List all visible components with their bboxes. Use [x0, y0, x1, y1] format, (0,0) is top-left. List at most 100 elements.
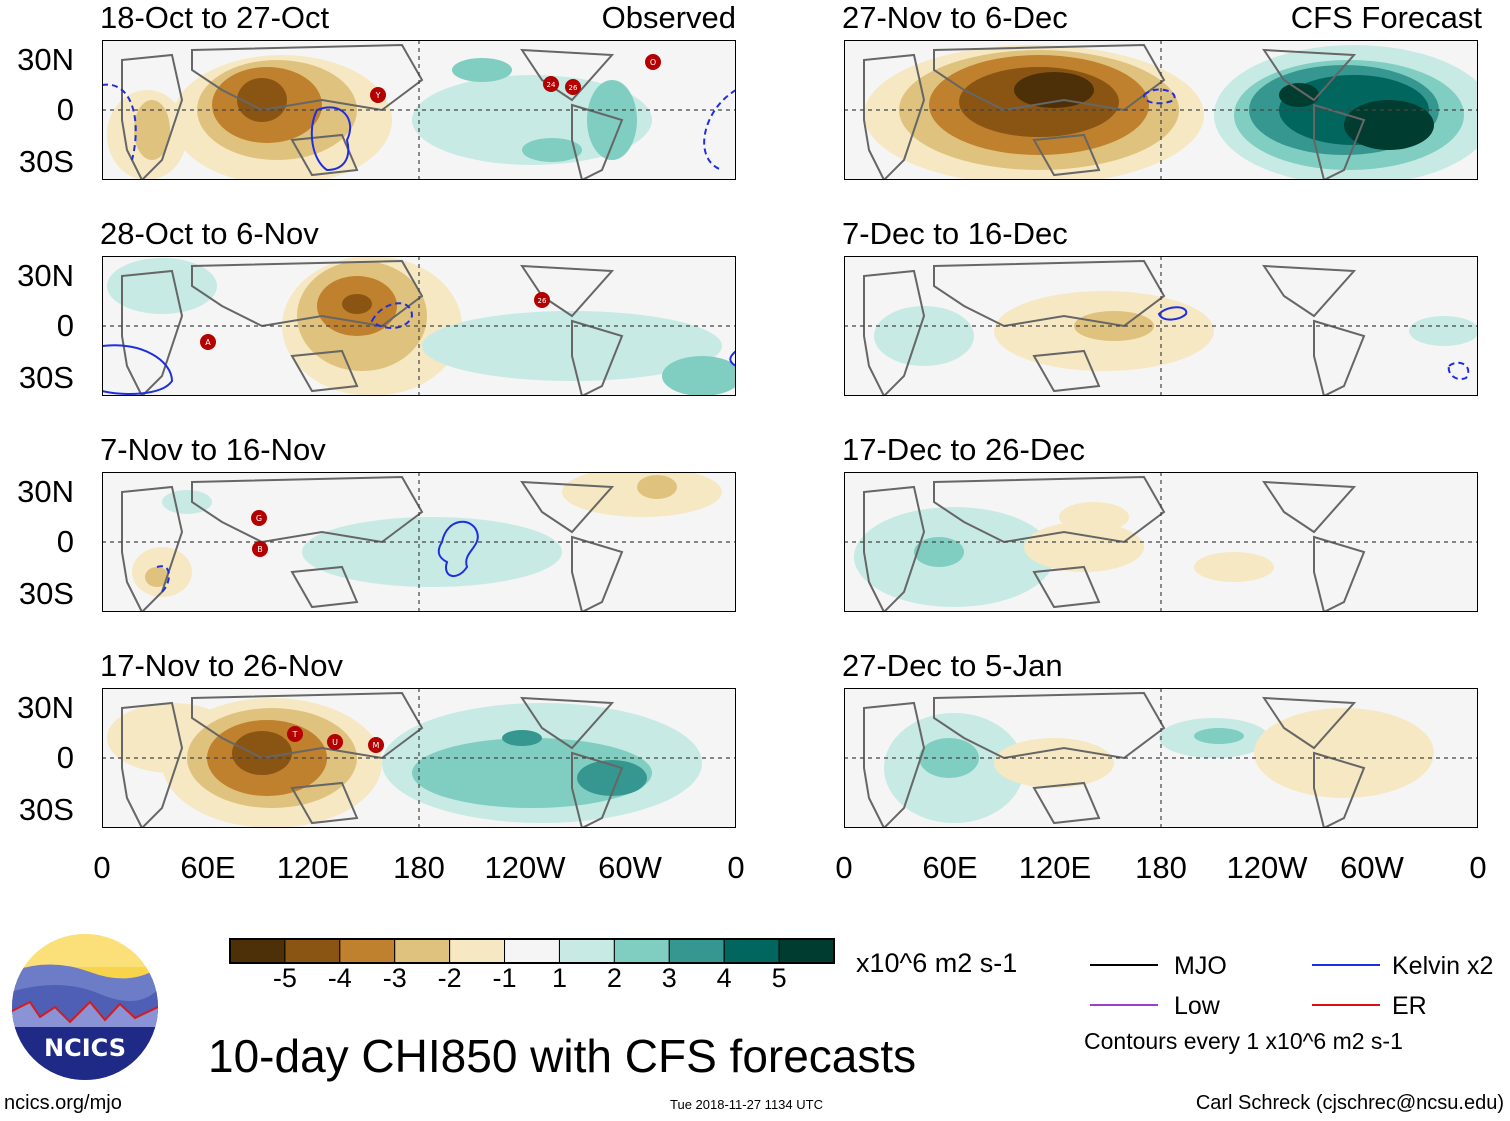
map-panel-obs-2: 28-Oct to 6-Nov 30N 0 30S A	[0, 216, 740, 416]
panel-title: 7-Nov to 16-Nov	[100, 432, 326, 467]
panel-title: 18-Oct to 27-Oct	[100, 0, 330, 35]
colorbar-tick-label: 1	[551, 963, 567, 993]
continents	[863, 475, 1366, 612]
lat-label-30s: 30S	[18, 576, 74, 611]
continents	[863, 43, 1366, 180]
colorbar-tick-label: -4	[327, 963, 352, 993]
colorbar-cell	[449, 938, 506, 964]
colorbar-cell	[229, 938, 286, 964]
panel-title: 28-Oct to 6-Nov	[100, 216, 319, 251]
anomaly-map	[844, 256, 1478, 396]
storm-marker-icon: T	[287, 726, 303, 742]
anomaly-map: G B	[102, 472, 736, 612]
logo-text: NCICS	[44, 1034, 126, 1062]
legend-kelvin-label: Kelvin x2	[1392, 952, 1494, 980]
source-url[interactable]: ncics.org/mjo	[4, 1092, 122, 1114]
anomaly-shading	[107, 55, 652, 180]
lon-axis-observed: 0 60E 120E 180 120W 60W 0	[0, 848, 744, 888]
continents	[121, 691, 624, 828]
storm-id: G	[256, 514, 262, 523]
legend-mjo-line	[1090, 964, 1158, 966]
timestamp: Tue 2018-11-27 1134 UTC	[670, 1097, 823, 1112]
storm-id: M	[373, 741, 380, 750]
colorbar-tick-label: 2	[606, 963, 622, 993]
anomaly-shading	[854, 502, 1274, 607]
legend-low-line	[1090, 1004, 1158, 1006]
lon-label: 120W	[1226, 850, 1308, 885]
panel-title: 7-Dec to 16-Dec	[842, 216, 1068, 251]
anomaly-map	[844, 688, 1478, 828]
map-panel-fc-2: 7-Dec to 16-Dec	[742, 216, 1482, 416]
colorbar-cell	[558, 938, 615, 964]
lon-label: 120E	[1018, 850, 1092, 885]
continents	[121, 259, 624, 396]
lon-label: 120E	[276, 850, 350, 885]
storm-marker-icon: 26	[565, 79, 581, 95]
continents	[863, 691, 1366, 828]
colorbar-tick-label: -3	[382, 963, 407, 993]
storm-id: B	[257, 545, 263, 554]
lon-label: 180	[1135, 850, 1187, 885]
storm-marker-icon: A	[200, 334, 216, 350]
lat-label-eq: 0	[56, 308, 74, 343]
map-panel-fc-3: 17-Dec to 26-Dec	[742, 432, 1482, 632]
lon-label: 120W	[484, 850, 566, 885]
lat-label-30n: 30N	[17, 258, 74, 293]
panel-title: 27-Dec to 5-Jan	[842, 648, 1063, 683]
colorbar-cell	[613, 938, 670, 964]
lat-label-30n: 30N	[17, 474, 74, 509]
colorbar-cell	[284, 938, 341, 964]
anomaly-map: Y 24 26 O	[102, 40, 736, 180]
colorbar-cell	[394, 938, 451, 964]
legend-mjo-label: MJO	[1174, 952, 1227, 980]
ncics-logo: NCICS	[12, 934, 158, 1080]
legend-er-line	[1312, 1004, 1380, 1006]
lat-label-30s: 30S	[18, 360, 74, 395]
panel-title: 17-Dec to 26-Dec	[842, 432, 1085, 467]
colorbar-tick-label: -5	[272, 963, 297, 993]
storm-marker-icon: Y	[370, 87, 386, 103]
continents	[121, 475, 624, 612]
anomaly-map: A 26	[102, 256, 736, 396]
legend-kelvin-line	[1312, 964, 1380, 966]
storm-marker-icon: O	[645, 54, 661, 70]
colorbar-cell	[668, 938, 725, 964]
lon-label: 60W	[1340, 850, 1404, 885]
storm-id: 26	[538, 297, 547, 305]
legend-er-label: ER	[1392, 992, 1427, 1020]
storm-markers: Y 24 26 O	[370, 54, 661, 103]
colorbar-tick-label: 4	[716, 963, 732, 993]
anomaly-shading	[132, 472, 722, 597]
storm-id: Y	[375, 91, 381, 100]
colorbar-tick-label: -2	[437, 963, 462, 993]
continents	[863, 259, 1366, 396]
continents	[121, 43, 624, 180]
storm-marker-icon: B	[252, 541, 268, 557]
figure-title: 10-day CHI850 with CFS forecasts	[208, 1030, 917, 1082]
map-panel-obs-4: 17-Nov to 26-Nov 30N 0 30S T U M	[0, 648, 740, 848]
storm-id: A	[205, 338, 211, 347]
lat-label-30s: 30S	[18, 144, 74, 179]
map-panel-obs-3: 7-Nov to 16-Nov 30N 0 30S G B	[0, 432, 740, 632]
storm-markers: T U M	[287, 726, 384, 753]
author-credit: Carl Schreck (cjschrec@ncsu.edu)	[1195, 1092, 1504, 1114]
lon-label: 180	[393, 850, 445, 885]
colorbar-cell	[723, 938, 780, 964]
storm-id: 26	[569, 84, 578, 92]
lon-label: 60E	[180, 850, 236, 885]
kelvin-contours	[102, 302, 736, 395]
anomaly-map	[844, 472, 1478, 612]
colorbar-cell	[339, 938, 396, 964]
storm-marker-icon: 24	[543, 76, 559, 92]
lon-label: 0	[93, 850, 111, 885]
map-panel-obs-1: 18-Oct to 27-Oct Observed 30N 0 30S	[0, 0, 740, 200]
anomaly-shading	[107, 256, 736, 396]
map-panel-fc-1: 27-Nov to 6-Dec CFS Forecast	[742, 0, 1482, 200]
storm-id: O	[650, 58, 656, 67]
storm-id: U	[332, 738, 338, 747]
lat-label-30s: 30S	[18, 792, 74, 827]
storm-marker-icon: U	[327, 734, 343, 750]
storm-markers: G B	[251, 510, 268, 557]
lon-label: 0	[727, 850, 745, 885]
lon-label: 60W	[598, 850, 662, 885]
